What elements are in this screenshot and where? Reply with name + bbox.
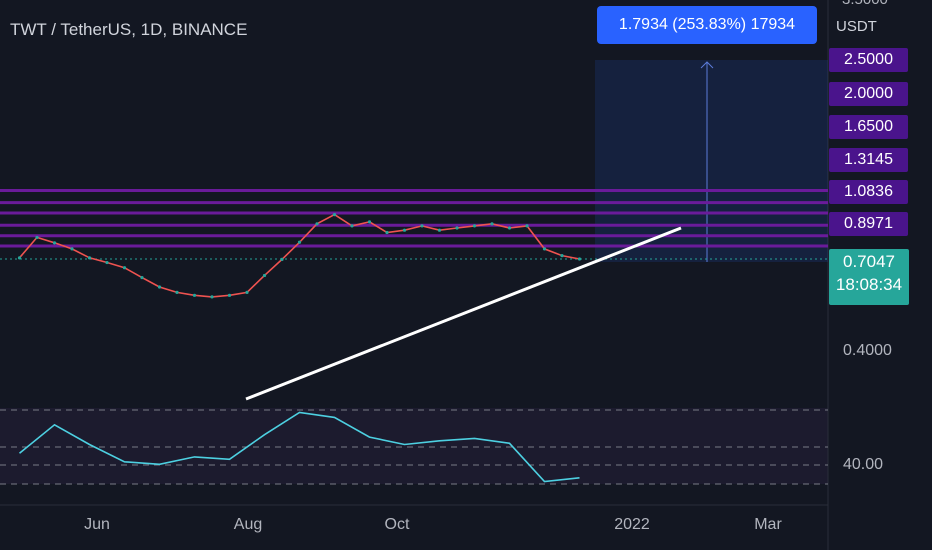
price-point	[17, 256, 22, 260]
last-price-value: 0.7047	[843, 252, 895, 271]
price-point	[122, 266, 127, 270]
price-point	[262, 273, 267, 278]
price-point	[105, 260, 109, 265]
price-point	[157, 285, 162, 289]
x-tick-2022: 2022	[614, 516, 650, 533]
price-point	[315, 222, 319, 226]
price-point	[35, 235, 39, 240]
price-point	[560, 254, 564, 258]
x-tick-oct: Oct	[384, 516, 410, 533]
price-point	[52, 241, 57, 245]
trendline	[245, 226, 682, 401]
price-point	[437, 228, 442, 232]
last-price-badge: 0.7047 18:08:34	[829, 249, 909, 305]
rsi-pane	[0, 408, 828, 484]
price-point	[367, 220, 372, 224]
level-badge-1-0836[interactable]: 1.0836	[829, 180, 908, 204]
price-point	[472, 224, 477, 228]
price-point	[70, 247, 74, 251]
level-badge-0-8971[interactable]: 0.8971	[829, 212, 908, 236]
measure-label[interactable]: 1.7934 (253.83%) 17934	[597, 6, 817, 44]
price-point	[577, 257, 582, 261]
price-point	[385, 230, 389, 235]
price-point	[490, 222, 494, 226]
measure-region	[595, 60, 828, 262]
x-tick-aug: Aug	[233, 516, 263, 533]
price-point	[507, 226, 512, 230]
level-badge-1-3145[interactable]: 1.3145	[829, 148, 908, 172]
x-tick-mar: Mar	[754, 516, 782, 533]
price-point	[280, 257, 284, 261]
price-point	[192, 293, 197, 297]
chart-title: TWT / TetherUS, 1D, BINANCE	[10, 20, 248, 39]
price-point	[402, 228, 407, 232]
y-tick-0-4000: 0.4000	[843, 342, 892, 359]
rsi-line	[18, 411, 580, 483]
price-point	[455, 226, 459, 230]
price-point	[227, 293, 232, 297]
price-point	[245, 290, 249, 295]
price-point	[175, 290, 179, 295]
price-point	[332, 213, 337, 217]
rsi-level-label: 40.00	[843, 456, 884, 473]
price-point	[297, 240, 302, 244]
price-point	[87, 256, 92, 260]
level-badge-2-5000[interactable]: 2.5000	[829, 48, 908, 72]
x-tick-jun: Jun	[84, 516, 110, 533]
level-badge-2-0000[interactable]: 2.0000	[829, 82, 908, 106]
price-point	[210, 295, 214, 299]
bar-countdown: 18:08:34	[835, 275, 903, 294]
price-point	[542, 247, 547, 251]
measure-arrow-head	[700, 61, 714, 69]
price-point	[350, 224, 354, 228]
price-point	[525, 224, 529, 228]
price-point	[420, 224, 424, 228]
y-tick-top: 3.5000	[842, 0, 888, 8]
level-badge-1-6500[interactable]: 1.6500	[829, 115, 908, 139]
price-unit: USDT	[836, 18, 877, 35]
price-point	[140, 275, 144, 280]
